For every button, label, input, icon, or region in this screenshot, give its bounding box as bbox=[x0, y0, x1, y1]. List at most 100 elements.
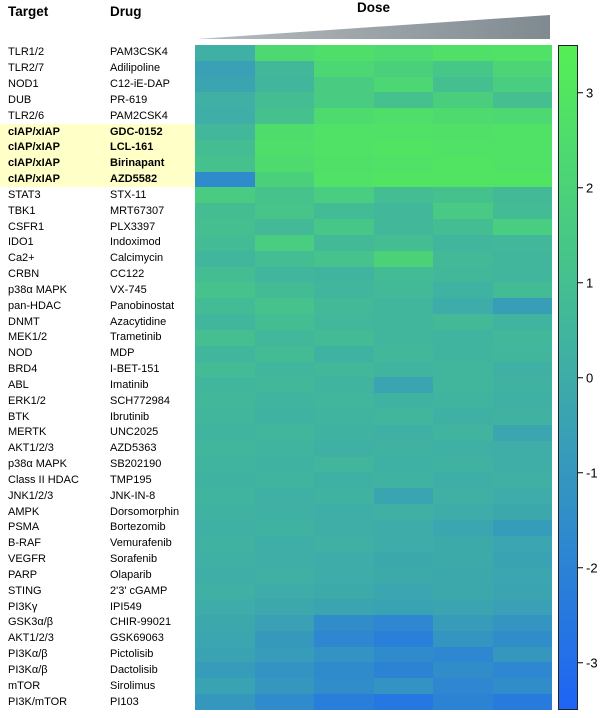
heatmap-cell bbox=[195, 377, 255, 394]
heatmap-cell bbox=[433, 234, 493, 251]
heatmap-cell bbox=[373, 124, 433, 140]
target-label: PI3Kγ bbox=[8, 600, 38, 613]
table-row: TBK1 MRT67307 bbox=[0, 203, 195, 219]
heatmap-cell bbox=[492, 440, 552, 457]
heatmap-cell bbox=[314, 203, 374, 220]
heatmap-cell bbox=[492, 266, 552, 283]
heatmap-cell bbox=[314, 662, 374, 679]
table-row: NOD MDP bbox=[0, 346, 195, 362]
heatmap-cell bbox=[314, 488, 374, 505]
heatmap-cell bbox=[195, 266, 255, 283]
heatmap-cell bbox=[373, 614, 433, 631]
heatmap-cell bbox=[492, 424, 552, 441]
drug-label: Birinapant bbox=[110, 157, 165, 170]
heatmap-cell bbox=[254, 646, 314, 663]
table-row: Class II HDAC TMP195 bbox=[0, 472, 195, 488]
heatmap-cell bbox=[373, 583, 433, 600]
drug-label: AZD5363 bbox=[110, 442, 157, 455]
heatmap-cell bbox=[433, 377, 493, 394]
heatmap-cell bbox=[254, 234, 314, 251]
heatmap-cell bbox=[373, 187, 433, 204]
heatmap-cell bbox=[373, 646, 433, 663]
heatmap-cell bbox=[254, 614, 314, 631]
heatmap-cell bbox=[254, 488, 314, 505]
tick-mark bbox=[578, 281, 583, 284]
drug-label: Trametinib bbox=[110, 331, 162, 344]
table-row: MEK1/2 Trametinib bbox=[0, 330, 195, 346]
heatmap-cell bbox=[492, 60, 552, 77]
heatmap-cell bbox=[254, 361, 314, 378]
heatmap-cell bbox=[195, 250, 255, 267]
table-row: PI3Kγ IPI549 bbox=[0, 599, 195, 615]
table-row: pan-HDAC Panobinostat bbox=[0, 298, 195, 314]
heatmap-cell bbox=[254, 219, 314, 235]
heatmap-cell bbox=[314, 60, 374, 77]
drug-label: GSK69063 bbox=[110, 632, 164, 645]
heatmap-cell bbox=[492, 456, 552, 473]
heatmap-cell bbox=[254, 662, 314, 679]
heatmap-cell bbox=[433, 219, 493, 235]
heatmap-cell bbox=[492, 504, 552, 520]
colorbar-gradient bbox=[558, 45, 578, 710]
drug-label: Ibrutinib bbox=[110, 410, 150, 423]
heatmap-cell bbox=[314, 424, 374, 441]
table-row: NOD1 C12-iE-DAP bbox=[0, 77, 195, 93]
table-row: PSMA Bortezomib bbox=[0, 520, 195, 536]
heatmap-cell bbox=[373, 45, 433, 61]
heatmap-cell bbox=[314, 599, 374, 615]
target-label: cIAP/xIAP bbox=[8, 125, 60, 138]
heatmap-cell bbox=[492, 250, 552, 267]
heatmap-cell bbox=[254, 171, 314, 188]
target-label: DUB bbox=[8, 93, 32, 106]
target-label: AKT1/2/3 bbox=[8, 632, 54, 645]
drug-label: PLX3397 bbox=[110, 220, 156, 233]
heatmap-cell bbox=[314, 45, 374, 61]
target-label: JNK1/2/3 bbox=[8, 489, 54, 502]
drug-label: PAM3CSK4 bbox=[110, 46, 168, 59]
heatmap-cell bbox=[254, 203, 314, 220]
heatmap-cell bbox=[195, 519, 255, 536]
drug-label: CC122 bbox=[110, 268, 145, 281]
heatmap-cell bbox=[492, 646, 552, 663]
target-label: PARP bbox=[8, 568, 38, 581]
drug-label: PAM2CSK4 bbox=[110, 109, 168, 122]
heatmap-cell bbox=[492, 472, 552, 489]
heatmap-cell bbox=[314, 108, 374, 125]
heatmap-cell bbox=[492, 234, 552, 251]
table-row: BRD4 I-BET-151 bbox=[0, 362, 195, 378]
heatmap-cell bbox=[314, 139, 374, 156]
table-row: TLR2/6 PAM2CSK4 bbox=[0, 108, 195, 124]
dose-gradient-wedge-icon bbox=[197, 15, 550, 39]
drug-label: AZD5582 bbox=[110, 173, 158, 186]
heatmap-cell bbox=[195, 424, 255, 441]
drug-label: I-BET-151 bbox=[110, 363, 160, 376]
heatmap-cell bbox=[314, 456, 374, 473]
heatmap-cell bbox=[254, 519, 314, 536]
heatmap-cell bbox=[195, 76, 255, 93]
heatmap-cell bbox=[373, 567, 433, 584]
target-label: pan-HDAC bbox=[8, 299, 62, 312]
heatmap-cell bbox=[314, 393, 374, 410]
heatmap-cell bbox=[254, 92, 314, 109]
heatmap-cell bbox=[373, 329, 433, 346]
heatmap-cell bbox=[373, 76, 433, 93]
heatmap-cell bbox=[195, 139, 255, 156]
heatmap-cell bbox=[314, 694, 374, 710]
heatmap-cell bbox=[314, 76, 374, 93]
heatmap-cell bbox=[492, 329, 552, 346]
heatmap-cell bbox=[195, 124, 255, 140]
heatmap-cell bbox=[373, 409, 433, 425]
drug-label: GDC-0152 bbox=[110, 125, 163, 138]
heatmap-cell bbox=[373, 424, 433, 441]
heatmap-cell bbox=[254, 409, 314, 425]
heatmap-cell bbox=[433, 314, 493, 330]
heatmap-cell bbox=[373, 155, 433, 172]
heatmap-cell bbox=[492, 171, 552, 188]
heatmap-cell bbox=[373, 377, 433, 394]
heatmap-cell bbox=[195, 329, 255, 346]
heatmap-cell bbox=[254, 266, 314, 283]
heatmap-cell bbox=[314, 345, 374, 362]
target-label: AKT1/2/3 bbox=[8, 442, 54, 455]
heatmap-cell bbox=[254, 567, 314, 584]
